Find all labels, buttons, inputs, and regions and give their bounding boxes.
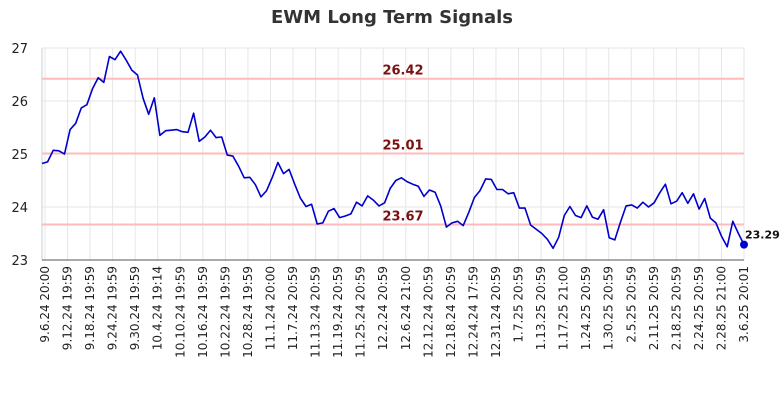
x-tick-label: 11.7.24 20:59 — [286, 266, 300, 350]
signal-label: 26.42 — [382, 64, 423, 79]
x-tick-label: 1.7.25 20:59 — [512, 266, 526, 343]
y-tick-label: 23 — [11, 254, 28, 269]
x-tick-label: 10.16.24 19:59 — [196, 266, 210, 358]
x-tick-label: 11.19.24 20:59 — [331, 266, 345, 358]
price-line — [41, 50, 745, 250]
x-tick-label: 12.31.24 20:59 — [489, 266, 503, 358]
x-tick-label: 2.18.25 20:59 — [669, 266, 683, 350]
x-tick-label: 9.30.24 19:59 — [128, 266, 142, 350]
x-tick-label: 9.12.24 19:59 — [61, 266, 75, 350]
x-tick-label: 10.10.24 19:59 — [173, 266, 187, 358]
x-tick-label: 12.24.24 17:59 — [466, 266, 480, 358]
x-tick-label: 10.22.24 19:59 — [218, 266, 232, 358]
x-tick-label: 2.11.25 20:59 — [647, 266, 661, 350]
x-tick-label: 9.24.24 19:59 — [106, 266, 120, 350]
signal-label: 23.67 — [382, 209, 423, 224]
x-tick-label: 11.13.24 20:59 — [309, 266, 323, 358]
last-point-marker — [740, 240, 748, 249]
x-tick-label: 1.24.25 20:59 — [579, 266, 593, 350]
y-tick-label: 25 — [11, 148, 28, 163]
x-tick-label: 11.25.24 20:59 — [354, 266, 368, 358]
signal-label: 25.01 — [382, 138, 423, 153]
x-tick-label: 3.6.25 20:01 — [737, 266, 751, 343]
y-tick-label: 26 — [11, 95, 28, 110]
x-tick-label: 1.17.25 21:00 — [557, 266, 571, 350]
chart-title: EWM Long Term Signals — [271, 7, 513, 28]
x-tick-label: 10.4.24 19:14 — [151, 266, 165, 350]
last-value-label: 23.29 — [745, 229, 780, 242]
x-tick-label: 12.12.24 20:59 — [421, 266, 435, 358]
labels: 26.42 25.01 23.67 23.29 — [382, 64, 779, 242]
x-tick-label: 11.1.24 20:00 — [263, 266, 277, 350]
x-tick-label: 12.6.24 21:00 — [399, 266, 413, 350]
x-tick-label: 2.24.25 20:59 — [692, 266, 706, 350]
signal-lines — [42, 77, 744, 226]
price-series — [41, 50, 748, 250]
x-tick-label: 10.28.24 19:59 — [241, 266, 255, 358]
x-tick-label: 2.5.25 20:59 — [624, 266, 638, 343]
x-tick-label: 2.28.25 21:00 — [714, 266, 728, 350]
y-tick-label: 27 — [11, 42, 28, 57]
x-tick-label: 12.18.24 20:59 — [444, 266, 458, 358]
y-tick-label: 24 — [11, 201, 28, 216]
x-tick-label: 1.13.25 20:59 — [534, 266, 548, 350]
x-tick-label: 12.2.24 20:59 — [376, 266, 390, 350]
x-tick-label: 9.18.24 19:59 — [83, 266, 97, 350]
axes: 23 24 25 26 27 9.6.24 20:00 9.12.24 19:59 9.18.… — [11, 42, 751, 358]
x-tick-label: 9.6.24 20:00 — [38, 266, 52, 343]
x-tick-label: 1.30.25 20:59 — [602, 266, 616, 350]
